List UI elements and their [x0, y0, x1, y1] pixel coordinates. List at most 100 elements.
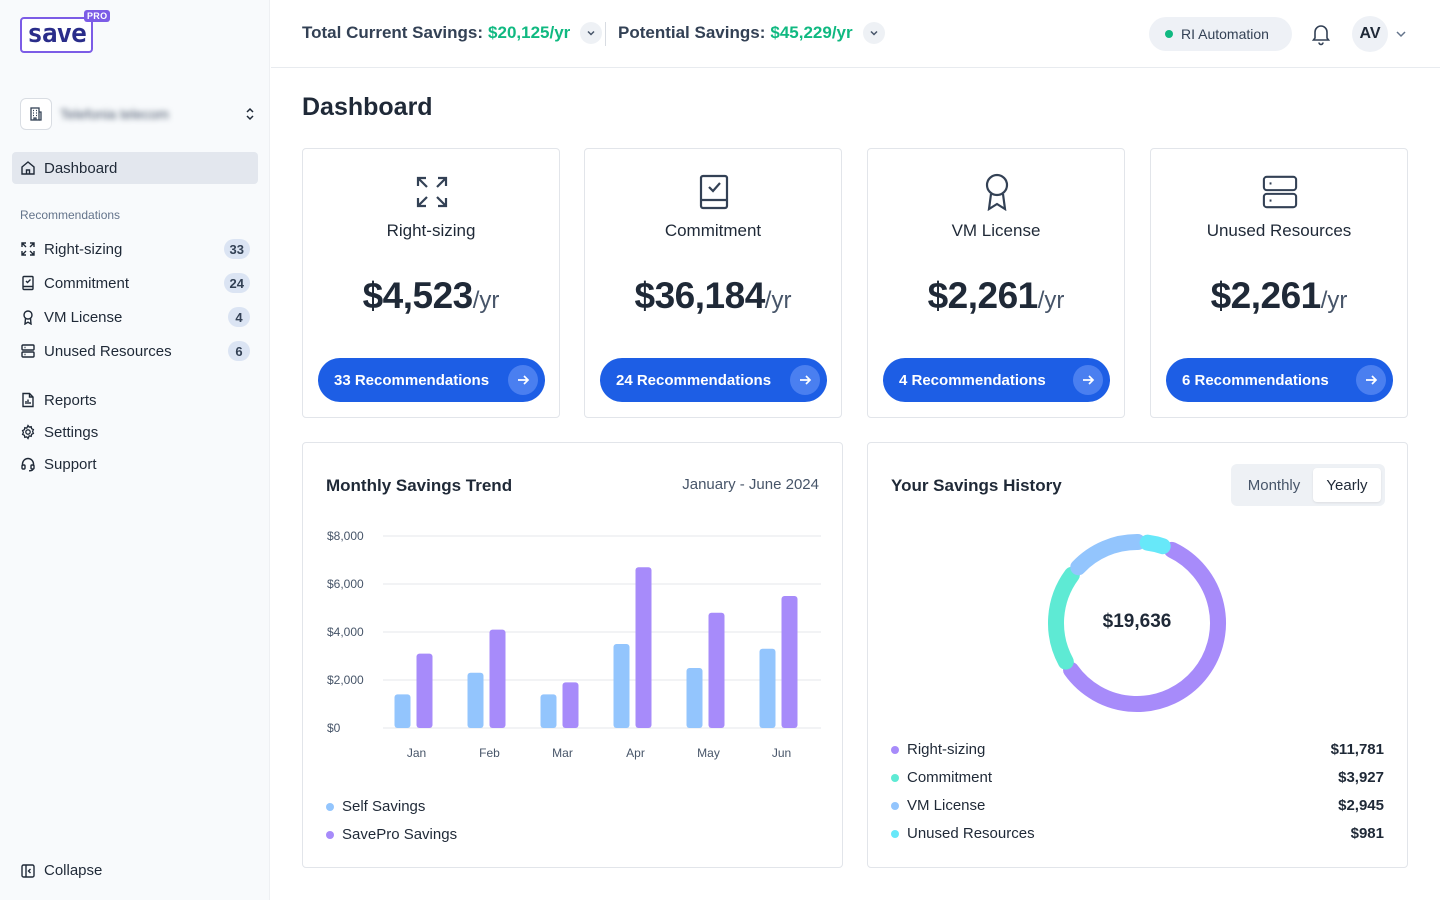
- savings-card-right-sizing: Right-sizing $4,523/yr 33 Recommendation…: [302, 148, 560, 418]
- recommendations-button[interactable]: 6 Recommendations: [1166, 358, 1393, 402]
- arrow-right-icon: [1356, 365, 1386, 395]
- savings-trend-chart: $0 $2,000 $4,000 $6,000 $8,000 Jan Feb Mar Apr Ma…: [327, 529, 821, 760]
- sidebar-item-label: Right-sizing: [44, 240, 123, 258]
- amount-unit: /yr: [764, 287, 792, 314]
- expand-arrows-icon: [414, 173, 450, 211]
- logo-wordmark: save: [20, 17, 93, 53]
- amount-value: $2,261: [927, 275, 1039, 316]
- chevron-down-icon[interactable]: [1393, 26, 1409, 42]
- sidebar-item-label: Settings: [44, 423, 99, 441]
- history-item-name: Unused Resources: [907, 825, 1035, 842]
- sidebar-item-support[interactable]: Support: [12, 448, 258, 480]
- bar-savepro-savings: [635, 567, 652, 728]
- count-badge: 33: [223, 239, 250, 259]
- org-switcher[interactable]: Telefonia telecom: [20, 98, 258, 130]
- toggle-monthly[interactable]: Monthly: [1247, 476, 1301, 494]
- card-title: VM License: [951, 221, 1041, 240]
- bar-self-savings: [394, 694, 411, 728]
- x-tick-label: Apr: [626, 746, 645, 760]
- avatar[interactable]: AV: [1352, 16, 1388, 52]
- y-tick-label: $2,000: [327, 673, 364, 687]
- history-item-value: $3,927: [1338, 769, 1384, 786]
- amount-unit: /yr: [1037, 287, 1065, 314]
- legend-label: SavePro Savings: [342, 826, 458, 843]
- sidebar-item-vm-license[interactable]: VM License 4: [12, 301, 258, 333]
- history-item-vm-license: VM License $2,945: [891, 797, 1384, 814]
- logo-pro-badge: PRO: [84, 10, 111, 22]
- bar-savepro-savings: [489, 629, 506, 728]
- building-icon: [20, 98, 52, 130]
- potential-savings-label: Potential Savings:: [618, 23, 766, 42]
- org-name: Telefonia telecom: [60, 106, 169, 122]
- arrow-right-icon: [790, 365, 820, 395]
- card-title: Right-sizing: [386, 221, 476, 240]
- sidebar-item-label: Dashboard: [44, 159, 118, 177]
- y-tick-label: $6,000: [327, 577, 364, 591]
- date-range: January - June 2024: [682, 476, 819, 493]
- award-icon: [979, 173, 1015, 211]
- chevron-down-icon[interactable]: [580, 22, 603, 44]
- sidebar-item-right-sizing[interactable]: Right-sizing 33: [12, 233, 258, 265]
- bar-savepro-savings: [416, 653, 433, 728]
- legend-dot: [891, 829, 899, 838]
- collapse-button[interactable]: Collapse: [20, 862, 102, 879]
- ri-automation-button[interactable]: RI Automation: [1149, 17, 1292, 51]
- history-item-name: Commitment: [907, 769, 993, 786]
- history-item-right-sizing: Right-sizing $11,781: [891, 741, 1384, 758]
- sidebar-item-settings[interactable]: Settings: [12, 416, 258, 448]
- history-item-name: Right-sizing: [907, 741, 986, 758]
- amount-value: $4,523: [362, 275, 474, 316]
- sidebar: save PRO Telefonia telecom Dashboard Rec…: [0, 0, 270, 900]
- potential-savings-value: $45,229/yr: [770, 23, 853, 42]
- amount-value: $36,184: [634, 275, 766, 316]
- total-savings-value: $20,125/yr: [488, 23, 571, 42]
- card-amount: $2,261/yr: [1151, 275, 1407, 317]
- total-current-savings: Total Current Savings: $20,125/yr: [302, 22, 603, 44]
- top-header: Total Current Savings: $20,125/yr Potent…: [271, 0, 1440, 68]
- savings-history-donut: [1048, 534, 1226, 712]
- recommendations-button[interactable]: 33 Recommendations: [318, 358, 545, 402]
- button-label: 6 Recommendations: [1182, 371, 1329, 389]
- sidebar-item-unused-resources[interactable]: Unused Resources 6: [12, 335, 258, 367]
- report-file-icon: [20, 392, 36, 408]
- amount-unit: /yr: [472, 287, 500, 314]
- logo[interactable]: save PRO: [20, 10, 111, 54]
- recommendations-button[interactable]: 4 Recommendations: [883, 358, 1110, 402]
- sidebar-item-dashboard[interactable]: Dashboard: [12, 152, 258, 184]
- y-tick-label: $4,000: [327, 625, 364, 639]
- bar-self-savings: [686, 668, 703, 728]
- sidebar-item-reports[interactable]: Reports: [12, 384, 258, 416]
- history-item-name: VM License: [907, 797, 986, 814]
- donut-slice-commitment: [1048, 566, 1080, 670]
- monthly-savings-trend-panel: Monthly Savings Trend January - June 202…: [302, 442, 843, 868]
- donut-slice-right-sizing: [1063, 541, 1226, 712]
- potential-savings: Potential Savings: $45,229/yr: [618, 22, 885, 44]
- ri-automation-label: RI Automation: [1181, 26, 1269, 42]
- sidebar-item-commitment[interactable]: Commitment 24: [12, 267, 258, 299]
- savings-card-unused-resources: Unused Resources $2,261/yr 6 Recommendat…: [1150, 148, 1408, 418]
- recommendations-button[interactable]: 24 Recommendations: [600, 358, 827, 402]
- chevron-down-icon[interactable]: [862, 22, 885, 44]
- legend-dot: [891, 801, 899, 810]
- count-badge: 24: [223, 273, 250, 293]
- page-title: Dashboard: [302, 93, 433, 121]
- savings-card-commitment: Commitment $36,184/yr 24 Recommendations: [584, 148, 842, 418]
- header-divider: [605, 22, 606, 46]
- bell-icon[interactable]: [1309, 22, 1333, 46]
- button-label: 4 Recommendations: [899, 371, 1046, 389]
- server-icon: [1262, 173, 1298, 211]
- legend-item-savepro-savings: SavePro Savings: [326, 826, 457, 843]
- x-tick-label: Jan: [407, 746, 426, 760]
- x-tick-label: Jun: [772, 746, 791, 760]
- collapse-label: Collapse: [44, 862, 103, 879]
- x-tick-label: May: [697, 746, 720, 760]
- history-item-value: $11,781: [1330, 741, 1384, 758]
- bar-savepro-savings: [708, 612, 725, 728]
- toggle-yearly[interactable]: Yearly: [1313, 468, 1381, 502]
- bar-self-savings: [613, 644, 630, 728]
- legend-label: Self Savings: [342, 798, 426, 815]
- bar-savepro-savings: [781, 596, 798, 728]
- y-tick-label: $0: [327, 721, 341, 735]
- legend-dot: [891, 773, 899, 782]
- home-icon: [20, 160, 36, 176]
